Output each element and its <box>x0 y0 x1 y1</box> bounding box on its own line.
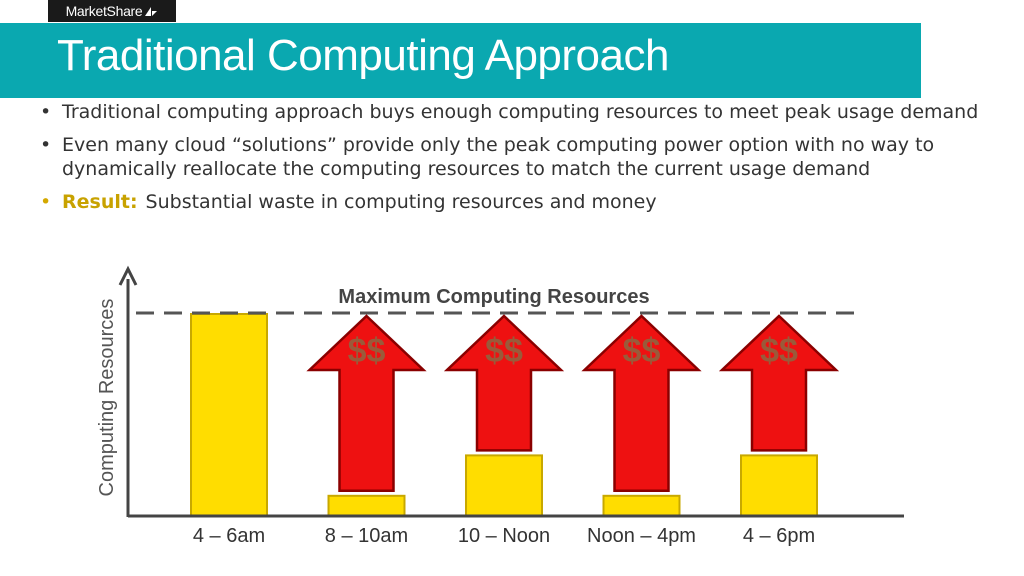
waste-dollar-label: $$ <box>760 332 798 370</box>
x-tick-label: Noon – 4pm <box>587 525 696 547</box>
waste-dollar-label: $$ <box>348 332 386 370</box>
bullet-list: • Traditional computing approach buys en… <box>38 100 1008 223</box>
bar <box>465 454 543 517</box>
result-bullet: • Result: Substantial waste in computing … <box>38 190 1008 214</box>
waste-arrow-icon <box>443 314 565 452</box>
max-resources-label: Maximum Computing Resources <box>338 286 649 308</box>
bullet-text: Traditional computing approach buys enou… <box>62 101 979 123</box>
bar <box>602 494 681 518</box>
bullet-dot-icon: • <box>40 101 52 123</box>
y-axis-arrowhead-icon <box>118 265 138 286</box>
x-tick-label: 10 – Noon <box>458 525 550 547</box>
bullet-item: • Even many cloud “solutions” provide on… <box>38 133 1008 181</box>
y-axis-label: Computing Resources <box>96 299 118 497</box>
title-band: Traditional Computing Approach <box>0 23 921 98</box>
logo-text: MarketShare <box>65 3 143 19</box>
waste-arrow-icon <box>718 314 840 452</box>
bullet-dot-icon: • <box>40 191 52 213</box>
x-tick-labels: 4 – 6am 8 – 10am 10 – Noon Noon – 4pm 4 – 6p… <box>193 525 815 547</box>
waste-dollar-label: $$ <box>623 332 661 370</box>
waste-arrows-layer: $$ $$ $$ $$ <box>306 314 840 493</box>
marketshare-logo-icon <box>145 7 158 16</box>
waste-arrow-icon <box>581 314 702 493</box>
x-tick-label: 4 – 6am <box>193 525 265 547</box>
x-tick-label: 4 – 6pm <box>743 525 815 547</box>
result-label: Result: <box>62 191 138 213</box>
bullet-text: Even many cloud “solutions” provide only… <box>62 134 935 180</box>
x-tick-label: 8 – 10am <box>325 525 408 547</box>
bar <box>740 454 818 517</box>
result-text: Substantial waste in computing resources… <box>145 191 657 213</box>
bar <box>327 494 406 518</box>
waste-arrow-icon <box>306 314 427 493</box>
bullet-item: • Traditional computing approach buys en… <box>38 100 1008 124</box>
bar <box>190 313 268 517</box>
slide-title: Traditional Computing Approach <box>57 31 669 80</box>
waste-dollar-label: $$ <box>485 332 523 370</box>
resource-chart: $$ $$ $$ $$ Maximum Computing Resources Com… <box>96 265 904 547</box>
bullet-dot-icon: • <box>40 134 52 156</box>
marketshare-logo: MarketShare <box>48 0 176 22</box>
